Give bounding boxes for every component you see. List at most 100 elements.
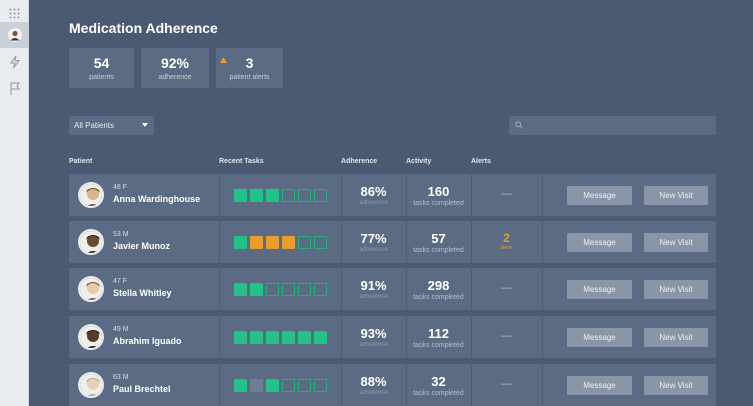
activity-cell: 32 tasks completed [406, 364, 470, 406]
no-alerts-dash: — [501, 282, 512, 294]
new-visit-button[interactable]: New Visit [644, 186, 708, 205]
task-squares: greengreenemptyemptyemptyempty [234, 283, 327, 296]
task-square: green [234, 283, 247, 296]
adherence-label: adherence [359, 200, 388, 206]
patient-name[interactable]: Abrahim Iguado [113, 336, 182, 346]
task-square: green [282, 331, 295, 344]
message-button[interactable]: Message [567, 186, 632, 205]
patient-cell: 47 F Stella Whitley [69, 268, 218, 310]
task-square: green [250, 331, 263, 344]
patient-cell: 63 M Paul Brechtel [69, 364, 218, 406]
actions-cell: Message New Visit [542, 268, 716, 310]
recent-tasks-cell: greengreenemptyemptyemptyempty [219, 268, 340, 310]
patient-name[interactable]: Javier Munoz [113, 241, 171, 251]
alerts-cell: — [471, 316, 541, 358]
page-title: Medication Adherence [69, 20, 218, 36]
patient-filter-dropdown[interactable]: All Patients [69, 116, 154, 135]
stat-label: patients [89, 74, 114, 81]
new-visit-button[interactable]: New Visit [644, 328, 708, 347]
task-squares: greengreengreenemptyemptyempty [234, 189, 327, 202]
task-square: empty [314, 236, 327, 249]
task-square: green [298, 331, 311, 344]
user-avatar[interactable] [0, 22, 29, 48]
task-square: empty [314, 283, 327, 296]
filter-selected: All Patients [74, 121, 115, 130]
task-square: green [250, 189, 263, 202]
stat-card-alerts[interactable]: 3 patient alerts [216, 48, 283, 88]
column-header-activity: Activity [406, 158, 432, 165]
adherence-cell: 93% adherence [341, 316, 405, 358]
activity-cell: 160 tasks completed [406, 174, 470, 216]
task-square: empty [282, 283, 295, 296]
activity-value: 112 [428, 326, 449, 341]
adherence-value: 86% [360, 184, 387, 199]
alert-count[interactable]: 2 [503, 231, 510, 245]
adherence-cell: 77% adherence [341, 221, 405, 263]
recent-tasks-cell: greengreengreenemptyemptyempty [219, 174, 340, 216]
table-row[interactable]: 53 M Javier Munoz greenorangeorangeorang… [69, 221, 716, 263]
patient-name[interactable]: Anna Wardinghouse [113, 194, 201, 204]
actions-cell: Message New Visit [542, 316, 716, 358]
activity-label: tasks completed [413, 294, 464, 301]
patient-age-sex: 47 F [113, 278, 128, 285]
adherence-label: adherence [359, 247, 388, 253]
task-square: green [234, 236, 247, 249]
actions-cell: Message New Visit [542, 221, 716, 263]
patient-cell: 48 F Anna Wardinghouse [69, 174, 218, 216]
lightning-icon[interactable] [0, 49, 29, 75]
task-square: orange [282, 236, 295, 249]
stat-label: patient alerts [229, 74, 270, 81]
chevron-down-icon [142, 123, 148, 127]
message-button[interactable]: Message [567, 233, 632, 252]
activity-value: 160 [427, 184, 450, 199]
activity-cell: 57 tasks completed [406, 221, 470, 263]
main-content: Medication Adherence 54 patients 92% adh… [29, 0, 753, 406]
patient-name[interactable]: Stella Whitley [113, 288, 172, 298]
column-header-recent-tasks: Recent Tasks [219, 158, 264, 165]
new-visit-button[interactable]: New Visit [644, 376, 708, 395]
alerts-cell: — [471, 174, 541, 216]
activity-label: tasks completed [413, 200, 464, 207]
activity-cell: 298 tasks completed [406, 268, 470, 310]
task-square: empty [314, 189, 327, 202]
patient-age-sex: 53 M [113, 231, 129, 238]
message-button[interactable]: Message [567, 328, 632, 347]
task-squares: greengreengreengreengreengreen [234, 331, 327, 344]
table-row[interactable]: 47 F Stella Whitley greengreenemptyempty… [69, 268, 716, 310]
adherence-value: 88% [360, 374, 387, 389]
search-input[interactable] [527, 118, 712, 133]
new-visit-button[interactable]: New Visit [644, 280, 708, 299]
message-button[interactable]: Message [567, 376, 632, 395]
adherence-label: adherence [359, 342, 388, 348]
patient-name[interactable]: Paul Brechtel [113, 384, 171, 394]
alerts-cell: 2 alerts [471, 221, 541, 263]
table-row[interactable]: 63 M Paul Brechtel greengraygreenemptyem… [69, 364, 716, 406]
patient-age-sex: 48 F [113, 184, 128, 191]
task-square: green [234, 189, 247, 202]
table-row[interactable]: 48 F Anna Wardinghouse greengreengreenem… [69, 174, 716, 216]
activity-label: tasks completed [413, 342, 464, 349]
task-square: empty [298, 283, 311, 296]
patient-cell: 49 M Abrahim Iguado [69, 316, 218, 358]
adherence-cell: 86% adherence [341, 174, 405, 216]
warning-icon [220, 50, 227, 68]
message-button[interactable]: Message [567, 280, 632, 299]
task-squares: greenorangeorangeorangeemptyempty [234, 236, 327, 249]
avatar [78, 229, 104, 255]
adherence-cell: 88% adherence [341, 364, 405, 406]
activity-cell: 112 tasks completed [406, 316, 470, 358]
patient-age-sex: 63 M [113, 374, 129, 381]
flag-icon[interactable] [0, 76, 29, 102]
search-box[interactable] [509, 116, 716, 135]
recent-tasks-cell: greengreengreengreengreengreen [219, 316, 340, 358]
new-visit-button[interactable]: New Visit [644, 233, 708, 252]
adherence-label: adherence [359, 294, 388, 300]
stat-card-patients: 54 patients [69, 48, 134, 88]
task-square: green [234, 379, 247, 392]
activity-label: tasks completed [413, 247, 464, 254]
stat-card-adherence: 92% adherence [141, 48, 209, 88]
patient-age-sex: 49 M [113, 326, 129, 333]
apps-grid-icon[interactable] [0, 0, 29, 26]
task-square: green [266, 189, 279, 202]
table-row[interactable]: 49 M Abrahim Iguado greengreengreengreen… [69, 316, 716, 358]
